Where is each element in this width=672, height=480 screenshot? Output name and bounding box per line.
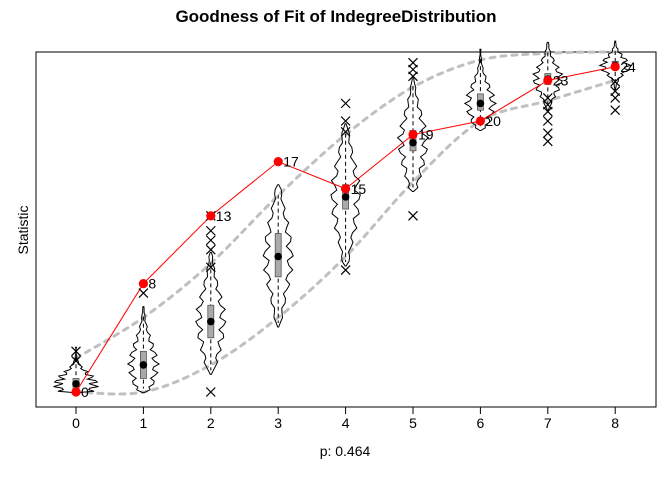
outlier-markers bbox=[71, 57, 621, 397]
outlier-marker bbox=[205, 235, 216, 246]
violin-2 bbox=[195, 251, 227, 375]
outlier-marker bbox=[205, 262, 216, 273]
x-tick-label-3: 3 bbox=[274, 415, 282, 431]
x-axis: 0 1 2 3 4 5 6 7 8 bbox=[72, 407, 619, 431]
x-tick-label-0: 0 bbox=[72, 415, 80, 431]
outlier-marker bbox=[138, 288, 149, 299]
median-point-0 bbox=[72, 380, 80, 388]
median-point-1 bbox=[139, 361, 148, 369]
outlier-marker bbox=[71, 355, 81, 366]
x-tick-label-6: 6 bbox=[477, 415, 485, 431]
x-tick-label-4: 4 bbox=[342, 415, 350, 431]
median-point-2 bbox=[207, 317, 215, 326]
observed-point-6 bbox=[475, 116, 485, 126]
chart-title: Goodness of Fit of IndegreeDistribution bbox=[175, 7, 496, 26]
outlier-marker bbox=[610, 105, 621, 116]
observed-point-8 bbox=[610, 62, 620, 72]
outlier-marker bbox=[542, 93, 553, 103]
outlier-marker bbox=[542, 136, 553, 147]
x-tick-label-1: 1 bbox=[140, 415, 148, 431]
observed-value-label-6: 20 bbox=[485, 113, 501, 129]
median-point-6 bbox=[476, 99, 485, 108]
observed-value-label-4: 15 bbox=[351, 181, 367, 197]
observed-point-1 bbox=[138, 279, 148, 289]
observed-point-7 bbox=[543, 75, 553, 85]
outlier-marker bbox=[542, 128, 553, 139]
observed-line bbox=[75, 66, 616, 393]
observed-value-label-0: 0 bbox=[81, 384, 89, 400]
x-tick-label-2: 2 bbox=[207, 415, 215, 431]
observed-value-label-7: 23 bbox=[553, 72, 569, 88]
violin-7 bbox=[532, 41, 564, 111]
x-axis-label: p: 0.464 bbox=[320, 443, 371, 459]
observed-value-label-2: 13 bbox=[216, 208, 232, 224]
violin-8 bbox=[598, 40, 633, 91]
violin-4 bbox=[330, 123, 361, 267]
observed-points: 0 8 13 17 15 19 20 23 24 bbox=[71, 59, 636, 400]
observed-point-3 bbox=[273, 157, 283, 167]
outlier-marker bbox=[408, 57, 418, 68]
band-lower bbox=[74, 78, 617, 396]
outlier-marker bbox=[610, 86, 621, 97]
outlier-marker bbox=[205, 387, 216, 397]
median-point-5 bbox=[409, 138, 417, 147]
observed-value-label-8: 24 bbox=[620, 59, 636, 75]
violin-1 bbox=[126, 306, 160, 394]
median-point-4 bbox=[341, 193, 350, 201]
violin-6 bbox=[463, 48, 498, 131]
median-point-3 bbox=[274, 252, 283, 261]
observed-point-2 bbox=[206, 211, 216, 221]
outlier-marker bbox=[408, 210, 418, 221]
outlier-marker bbox=[71, 346, 81, 357]
outlier-marker bbox=[340, 116, 351, 126]
outlier-marker bbox=[205, 244, 216, 255]
violin-3 bbox=[262, 184, 294, 328]
observed-point-5 bbox=[408, 129, 418, 140]
observed-value-label-1: 8 bbox=[148, 276, 156, 292]
observed-value-label-3: 17 bbox=[283, 154, 299, 170]
x-tick-label-7: 7 bbox=[544, 415, 552, 431]
x-tick-label-5: 5 bbox=[409, 415, 417, 431]
outlier-marker bbox=[205, 225, 216, 236]
observed-polyline bbox=[75, 66, 616, 393]
observed-value-label-5: 19 bbox=[418, 127, 434, 143]
observed-point-0 bbox=[71, 387, 81, 397]
x-tick-label-8: 8 bbox=[611, 415, 619, 431]
observed-point-4 bbox=[341, 184, 351, 194]
outlier-marker bbox=[340, 265, 351, 275]
outlier-marker bbox=[340, 126, 351, 137]
outlier-marker bbox=[340, 98, 351, 109]
violin-0 bbox=[53, 346, 99, 394]
plot-frame bbox=[35, 51, 657, 408]
outlier-marker bbox=[610, 76, 621, 87]
outlier-marker bbox=[542, 116, 553, 126]
y-axis-label: Statistic bbox=[15, 205, 31, 254]
